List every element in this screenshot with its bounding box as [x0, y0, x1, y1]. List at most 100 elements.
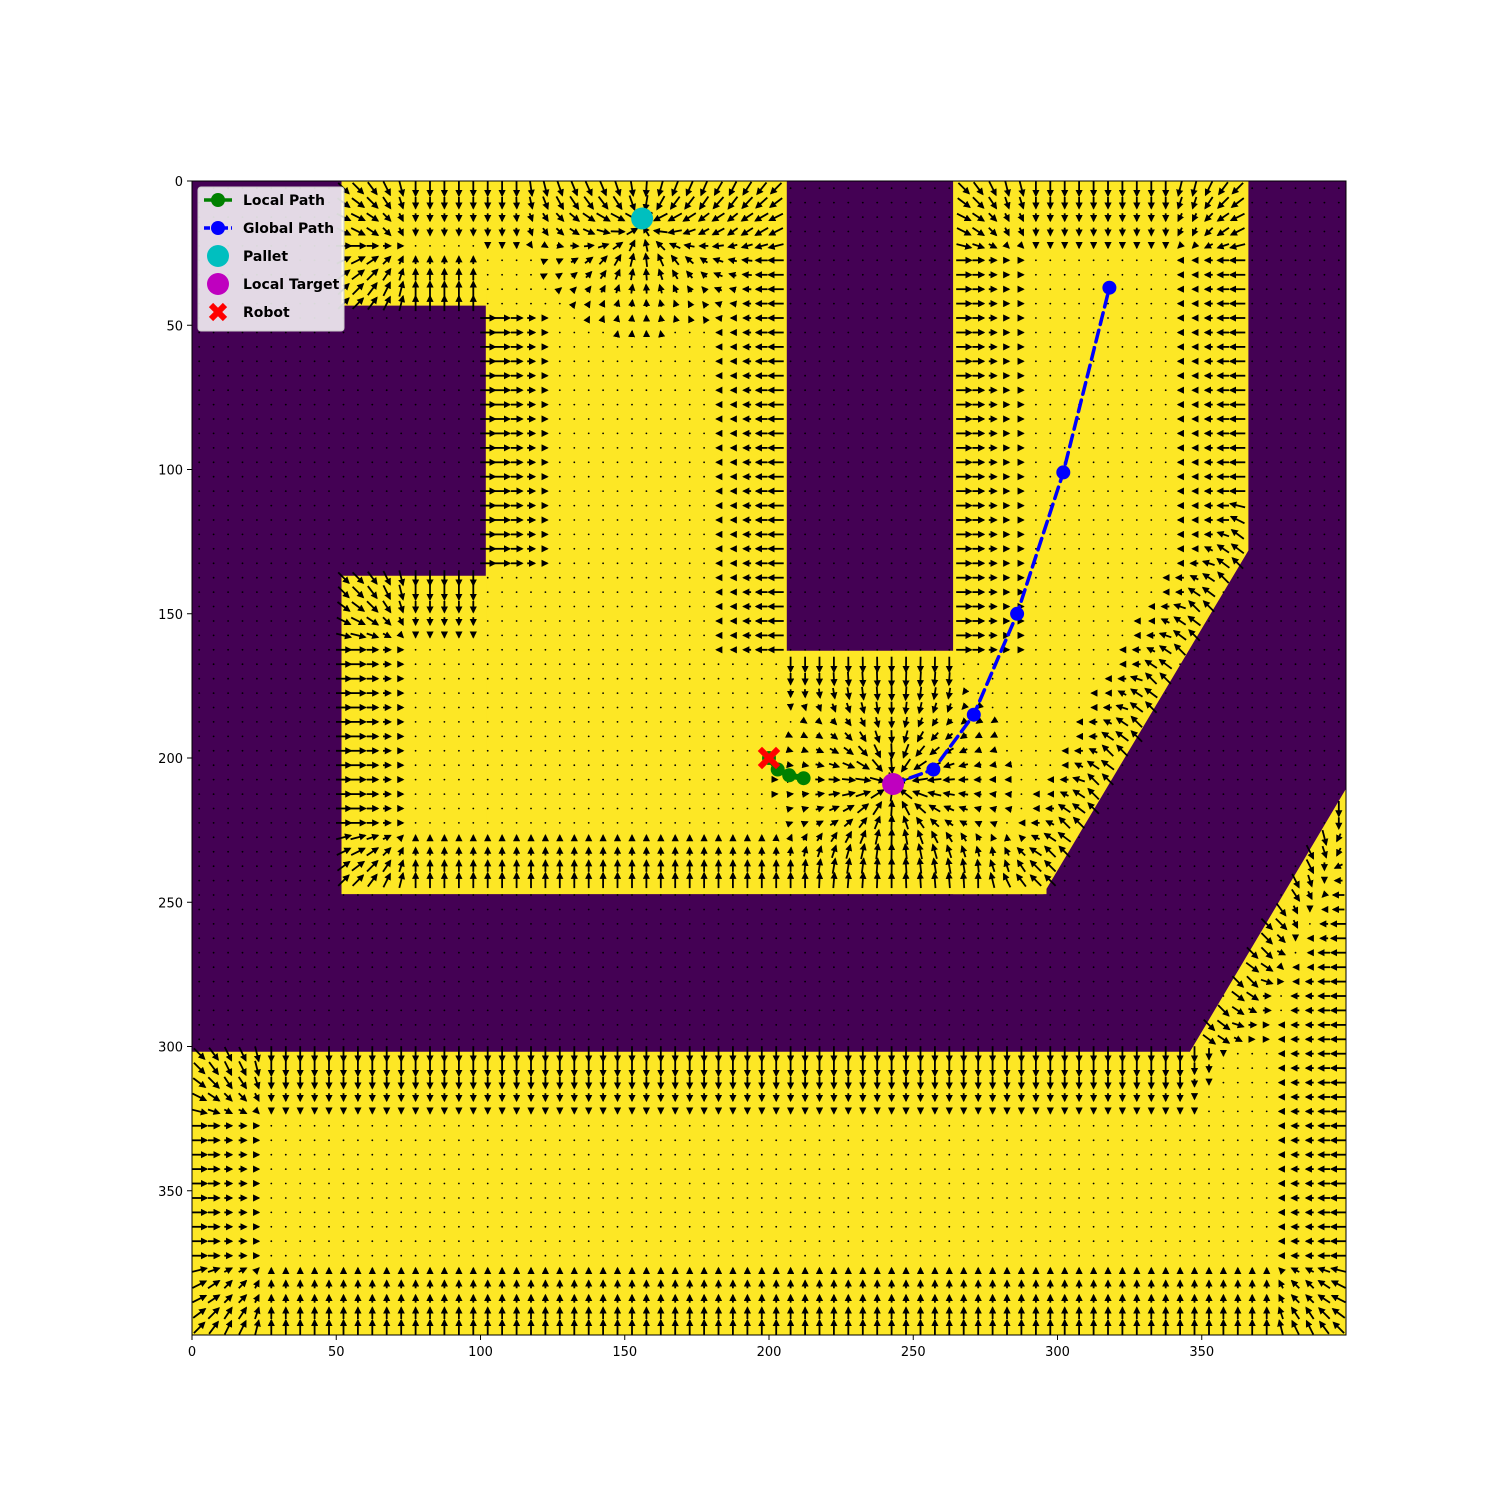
- field-dot: [573, 995, 576, 997]
- field-dot: [1020, 1009, 1023, 1012]
- field-dot: [299, 461, 302, 464]
- field-arrow: [540, 241, 549, 248]
- field-dot: [934, 908, 936, 911]
- field-dot: [587, 475, 590, 478]
- field-dot: [587, 389, 590, 392]
- field-dot: [645, 721, 648, 723]
- field-dot: [241, 980, 244, 983]
- field-arrow: [382, 846, 392, 857]
- field-dot: [1035, 389, 1037, 392]
- field-dot: [501, 980, 503, 983]
- field-dot: [1049, 1225, 1052, 1228]
- field-dot: [631, 1240, 633, 1243]
- field-arrow: [1058, 845, 1071, 858]
- field-dot: [789, 475, 792, 478]
- field-dot: [414, 389, 417, 392]
- field-dot: [934, 1153, 936, 1156]
- field-dot: [573, 447, 576, 449]
- field-dot: [991, 1124, 994, 1127]
- field-dot: [241, 764, 244, 767]
- field-dot: [962, 1168, 965, 1170]
- field-dot: [198, 663, 201, 666]
- field-dot: [1035, 937, 1037, 940]
- field-arrow: [754, 227, 769, 236]
- field-dot: [818, 346, 821, 348]
- field-dot: [472, 894, 475, 896]
- field-arrow: [614, 181, 622, 197]
- field-dot: [443, 519, 446, 521]
- field-arrow: [1016, 241, 1025, 249]
- field-dot: [746, 764, 749, 767]
- field-dot: [284, 1124, 287, 1127]
- field-dot: [212, 706, 215, 709]
- field-arrow: [916, 871, 924, 889]
- field-dot: [227, 822, 230, 824]
- field-dot: [515, 1038, 518, 1041]
- field-dot: [270, 403, 273, 406]
- field-dot: [443, 389, 446, 392]
- field-dot: [558, 576, 561, 579]
- field-dot: [688, 822, 691, 824]
- field-dot: [905, 302, 907, 305]
- field-dot: [241, 634, 244, 637]
- field-dot: [934, 490, 936, 492]
- field-dot: [458, 331, 460, 334]
- field-dot: [472, 1139, 475, 1142]
- field-dot: [429, 562, 431, 565]
- field-dot: [371, 995, 374, 997]
- field-dot: [558, 793, 561, 795]
- field-dot: [775, 807, 778, 810]
- field-dot: [472, 1225, 475, 1228]
- field-dot: [876, 562, 879, 565]
- field-dot: [515, 605, 518, 608]
- field-dot: [1078, 648, 1080, 651]
- field-dot: [905, 634, 907, 637]
- field-dot: [861, 648, 864, 651]
- field-dot: [818, 389, 821, 392]
- field-arrow: [382, 570, 391, 586]
- field-dot: [890, 1038, 893, 1041]
- field-arrow: [841, 776, 857, 784]
- field-dot: [789, 432, 792, 435]
- field-dot: [501, 288, 503, 291]
- field-dot: [501, 1225, 503, 1228]
- field-dot: [775, 721, 778, 723]
- field-dot: [587, 1182, 590, 1185]
- field-dot: [530, 591, 532, 593]
- field-arrow: [942, 790, 955, 798]
- field-dot: [616, 980, 619, 983]
- field-dot: [789, 620, 792, 622]
- field-dot: [732, 735, 734, 738]
- field-dot: [227, 677, 230, 680]
- field-dot: [544, 677, 547, 680]
- field-dot: [876, 1254, 879, 1257]
- field-dot: [688, 591, 691, 593]
- field-dot: [544, 302, 547, 305]
- field-dot: [530, 1254, 532, 1257]
- field-dot: [342, 1009, 345, 1012]
- field-dot: [458, 793, 460, 795]
- field-dot: [342, 547, 345, 550]
- field-dot: [1063, 317, 1066, 319]
- field-dot: [1078, 937, 1080, 940]
- field-dot: [400, 475, 403, 478]
- field-arrow: [786, 833, 793, 842]
- field-dot: [674, 735, 677, 738]
- field-dot: [429, 1038, 431, 1041]
- field-dot: [1078, 547, 1080, 550]
- field-arrow: [902, 815, 910, 830]
- field-dot: [530, 923, 532, 925]
- field-dot: [876, 245, 879, 247]
- field-dot: [299, 576, 302, 579]
- field-dot: [515, 764, 518, 767]
- field-arrow: [873, 815, 881, 830]
- field-dot: [371, 533, 374, 536]
- field-dot: [313, 764, 316, 767]
- field-dot: [270, 879, 273, 882]
- field-dot: [1078, 576, 1080, 579]
- field-dot: [414, 1024, 417, 1026]
- field-dot: [212, 850, 215, 853]
- field-dot: [371, 1153, 374, 1156]
- field-dot: [703, 1254, 705, 1257]
- field-dot: [732, 706, 734, 709]
